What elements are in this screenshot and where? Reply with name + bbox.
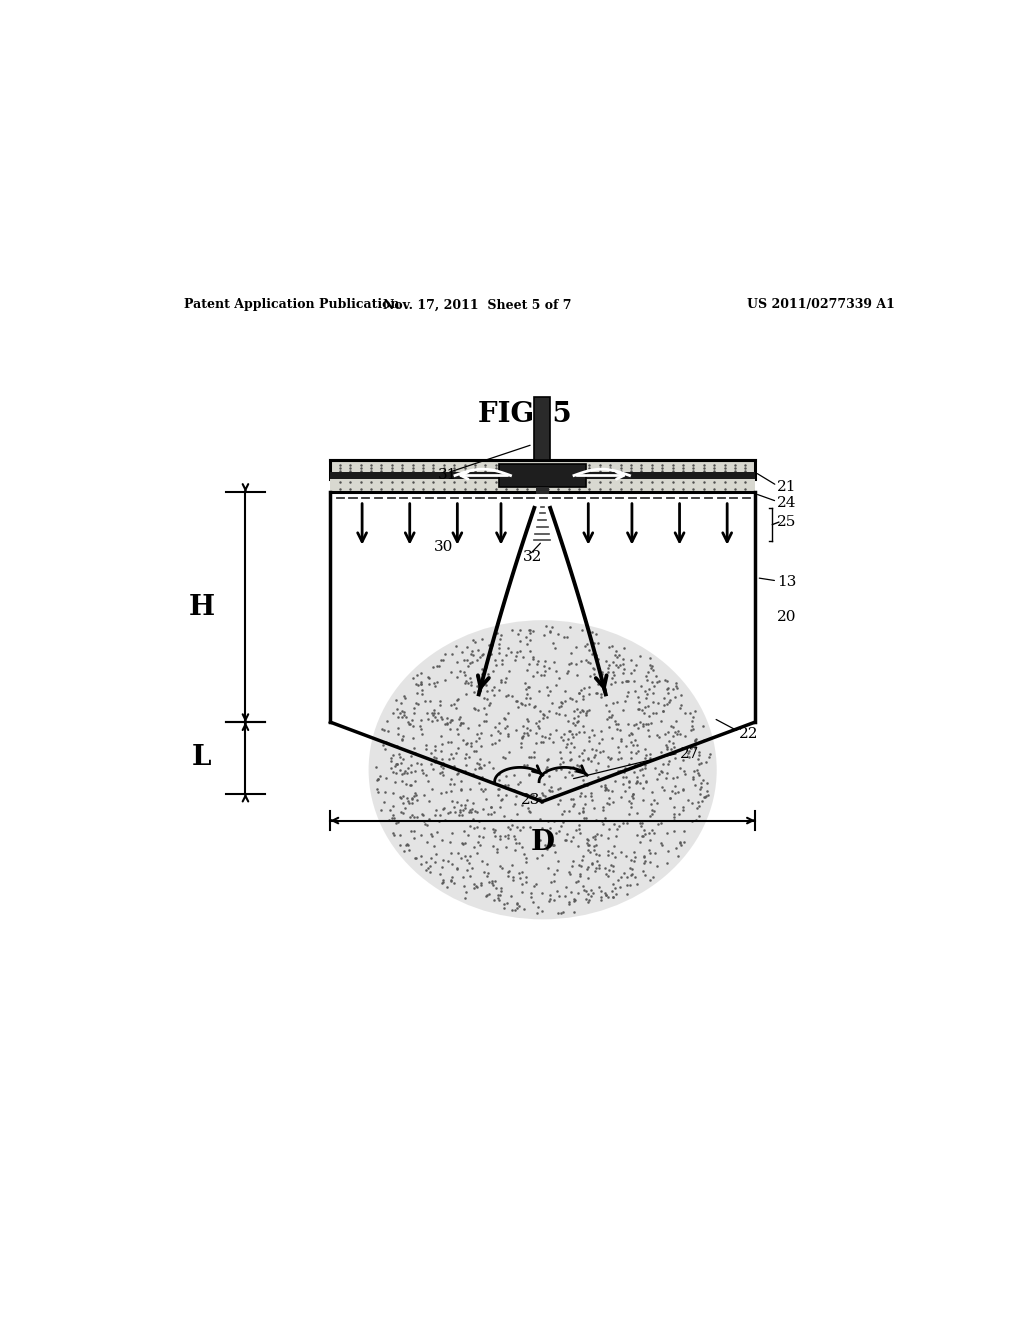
Text: Nov. 17, 2011  Sheet 5 of 7: Nov. 17, 2011 Sheet 5 of 7 [383,298,571,312]
FancyBboxPatch shape [499,465,586,487]
Text: 13: 13 [777,576,797,590]
Text: D: D [530,829,555,857]
Text: 20: 20 [777,610,797,624]
FancyBboxPatch shape [331,473,755,492]
FancyBboxPatch shape [331,461,755,479]
Text: 21: 21 [777,480,797,494]
Text: 30: 30 [433,540,453,554]
Ellipse shape [369,620,717,919]
FancyBboxPatch shape [535,397,550,461]
Text: 22: 22 [739,727,759,741]
FancyBboxPatch shape [331,473,755,479]
Text: US 2011/0277339 A1: US 2011/0277339 A1 [748,298,895,312]
Text: 25: 25 [777,515,797,529]
Text: 24: 24 [777,496,797,510]
Text: 32: 32 [523,550,543,564]
FancyBboxPatch shape [536,487,549,494]
Text: Patent Application Publication: Patent Application Publication [183,298,399,312]
Text: FIG. 5: FIG. 5 [478,401,571,428]
Text: L: L [193,744,212,771]
Text: 31: 31 [437,467,457,482]
Text: 23: 23 [521,793,541,807]
Text: 27: 27 [680,747,699,760]
Text: H: H [188,594,215,620]
